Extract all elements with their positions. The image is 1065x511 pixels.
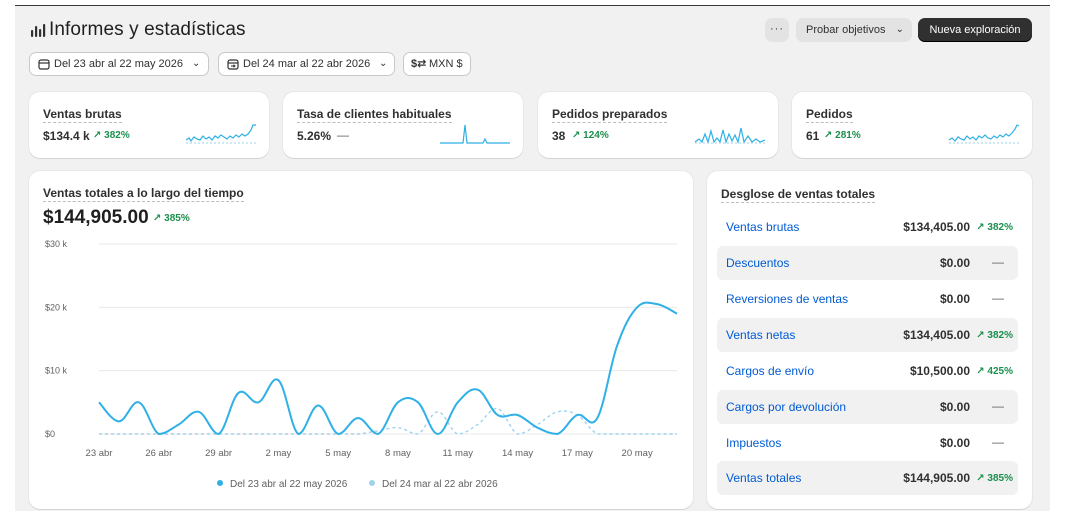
breakdown-link[interactable]: Cargos de envío: [726, 364, 815, 378]
breakdown-value: $10,500.00: [909, 364, 970, 378]
kpi-delta: ↗ 382%: [93, 130, 130, 141]
breakdown-delta: ↗ 382%: [976, 330, 1013, 341]
x-tick-label: 29 abr: [205, 448, 232, 459]
breakdown-row: Ventas totales $144,905.00 ↗ 385%: [717, 461, 1018, 495]
kpi-label: Pedidos preparados: [552, 107, 668, 123]
more-actions-button[interactable]: ···: [765, 18, 789, 42]
breakdown-link[interactable]: Cargos por devolución: [726, 400, 847, 414]
kpi-label: Ventas brutas: [43, 107, 122, 123]
breakdown-row: Ventas netas $134,405.00 ↗ 382%: [717, 318, 1018, 352]
breakdown-link[interactable]: Ventas brutas: [726, 220, 800, 234]
kpi-value: 5.26%: [297, 129, 332, 143]
kpi-label: Pedidos: [806, 107, 853, 123]
series-line-previous: [99, 407, 677, 435]
x-tick-label: 11 may: [443, 448, 474, 459]
chevron-down-icon: ⌄: [379, 58, 388, 69]
breakdown-link[interactable]: Ventas totales: [726, 471, 802, 485]
breakdown-row: Impuestos $0.00 —: [717, 426, 1018, 460]
breakdown-value: $144,905.00: [903, 471, 970, 485]
breakdown-link[interactable]: Impuestos: [726, 436, 782, 450]
calendar-icon: [38, 59, 50, 70]
x-tick-label: 2 may: [265, 448, 291, 459]
breakdown-delta: —: [992, 399, 1004, 413]
breakdown-value: $134,405.00: [903, 220, 970, 234]
x-tick-label: 17 may: [562, 448, 593, 459]
compare-range-label: Del 24 mar al 22 abr 2026: [243, 58, 371, 70]
kpi-card-fulfilled-orders[interactable]: Pedidos preparados 38 ↗ 124%: [538, 92, 778, 158]
breakdown-row: Descuentos $0.00 —: [717, 246, 1018, 280]
y-tick-label: $20 k: [45, 302, 68, 312]
page-title: Informes y estadísticas: [49, 19, 246, 40]
chart-total-delta: ↗ 385%: [153, 213, 190, 224]
sales-breakdown-card: Desglose de ventas totales Ventas brutas…: [707, 171, 1032, 509]
legend-item-current[interactable]: Del 23 abr al 22 may 2026: [217, 479, 347, 490]
date-range-picker[interactable]: Del 23 abr al 22 may 2026 ⌄: [29, 52, 209, 76]
kpi-delta: ↗ 281%: [824, 130, 861, 141]
breakdown-row: Reversiones de ventas $0.00 —: [717, 282, 1018, 316]
kpi-card-returning-rate[interactable]: Tasa de clientes habituales 5.26% —: [283, 92, 523, 158]
x-tick-label: 5 may: [325, 448, 351, 459]
kpi-delta: —: [337, 128, 349, 142]
kpi-sparkline: [694, 127, 766, 145]
breakdown-title: Desglose de ventas totales: [721, 187, 876, 203]
breakdown-link[interactable]: Descuentos: [726, 256, 790, 270]
breakdown-delta: —: [992, 435, 1004, 449]
sales-line-chart[interactable]: $30 k $20 k $10 k $0 23 abr 26 abr 29 abr 2 may…: [29, 171, 693, 471]
breakdown-link[interactable]: Reversiones de ventas: [726, 292, 849, 306]
breakdown-link[interactable]: Ventas netas: [726, 328, 796, 342]
kpi-sparkline: [948, 124, 1020, 144]
x-tick-label: 8 may: [385, 448, 411, 459]
currency-label: MXN $: [429, 58, 463, 70]
legend-dot: [369, 480, 375, 486]
x-tick-label: 20 may: [622, 448, 653, 459]
breakdown-row: Cargos por devolución $0.00 —: [717, 390, 1018, 424]
x-tick-label: 26 abr: [145, 448, 172, 459]
breakdown-value: $0.00: [939, 400, 970, 414]
new-exploration-button[interactable]: Nueva exploración: [918, 18, 1032, 42]
kpi-card-gross-sales[interactable]: Ventas brutas $134.4 k ↗ 382%: [29, 92, 269, 158]
compare-range-picker[interactable]: Del 24 mar al 22 abr 2026 ⌄: [218, 52, 395, 76]
chevron-down-icon: ⌄: [192, 58, 201, 69]
legend-dot: [217, 480, 223, 486]
chart-title: Ventas totales a lo largo del tiempo: [43, 186, 244, 202]
kpi-value: 38: [552, 129, 566, 143]
breakdown-value: $134,405.00: [903, 328, 970, 342]
try-goals-label: Probar objetivos: [806, 24, 886, 36]
breakdown-row: Cargos de envío $10,500.00 ↗ 425%: [717, 354, 1018, 388]
series-line-current: [98, 301, 678, 435]
kpi-card-orders[interactable]: Pedidos 61 ↗ 281%: [792, 92, 1032, 158]
breakdown-value: $0.00: [939, 256, 970, 270]
legend-label: Del 23 abr al 22 may 2026: [230, 479, 348, 490]
try-goals-button[interactable]: Probar objetivos ⌄: [796, 18, 912, 42]
kpi-delta: ↗ 124%: [572, 130, 609, 141]
kpi-value: $134.4 k: [43, 129, 90, 143]
breakdown-row: Ventas brutas $134,405.00 ↗ 382%: [717, 210, 1018, 244]
y-tick-label: $0: [45, 429, 55, 439]
y-tick-label: $30 k: [45, 239, 68, 249]
kpi-sparkline: [440, 124, 510, 144]
date-range-label: Del 23 abr al 22 may 2026: [54, 58, 184, 70]
chart-total-value: $144,905.00: [43, 207, 149, 228]
chevron-down-icon: ⌄: [895, 24, 904, 35]
x-tick-label: 23 abr: [86, 448, 113, 459]
bar-chart-icon: [31, 24, 46, 37]
calendar-compare-icon: [227, 59, 239, 70]
breakdown-delta: ↗ 385%: [976, 473, 1013, 484]
x-tick-label: 14 may: [502, 448, 533, 459]
y-tick-label: $10 k: [45, 366, 68, 376]
sales-over-time-card: Ventas totales a lo largo del tiempo $14…: [29, 171, 693, 509]
kpi-value: 61: [806, 129, 820, 143]
kpi-sparkline: [185, 124, 256, 144]
breakdown-delta: —: [992, 255, 1004, 269]
legend-item-previous[interactable]: Del 24 mar al 22 abr 2026: [369, 479, 498, 490]
kpi-label: Tasa de clientes habituales: [297, 107, 452, 123]
currency-selector[interactable]: $⇄ MXN $: [403, 52, 471, 76]
breakdown-value: $0.00: [939, 436, 970, 450]
breakdown-value: $0.00: [939, 292, 970, 306]
currency-exchange-icon: $⇄: [411, 58, 427, 70]
breakdown-delta: ↗ 425%: [976, 366, 1013, 377]
breakdown-delta: ↗ 382%: [976, 222, 1013, 233]
breakdown-delta: —: [992, 291, 1004, 305]
legend-label: Del 24 mar al 22 abr 2026: [382, 479, 498, 490]
